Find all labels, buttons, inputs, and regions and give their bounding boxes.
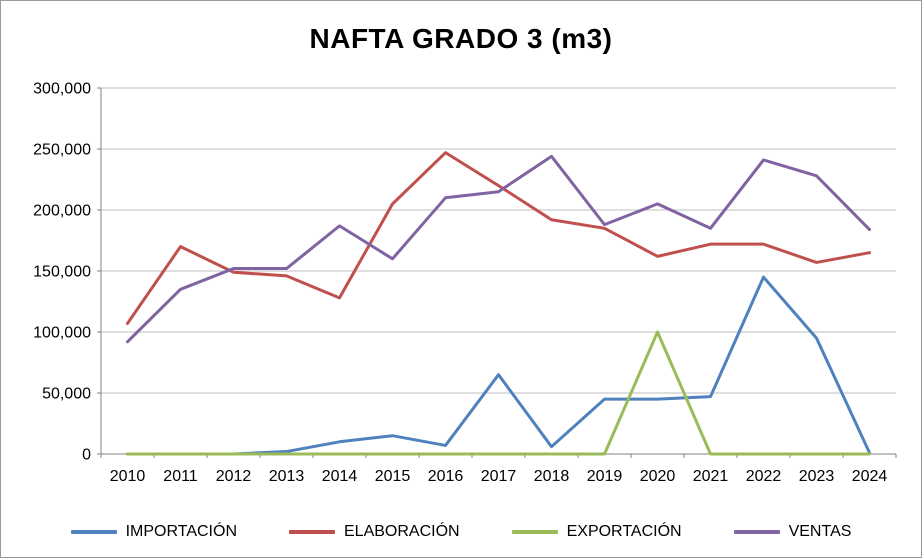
- y-axis-label: 250,000: [33, 142, 91, 159]
- legend-item-importación: IMPORTACIÓN: [70, 523, 237, 541]
- y-axis-label: 0: [82, 447, 91, 464]
- x-axis-label: 2010: [110, 468, 146, 485]
- series-line-importación: [126, 275, 871, 456]
- legend-item-ventas: VENTAS: [733, 523, 852, 541]
- y-axis-label: 100,000: [33, 325, 91, 342]
- legend-label: EXPORTACIÓN: [566, 523, 682, 540]
- x-axis-label: 2011: [163, 468, 198, 485]
- x-axis-label: 2013: [269, 468, 305, 485]
- y-axis-label: 200,000: [33, 203, 91, 220]
- x-axis-label: 2015: [375, 468, 411, 485]
- y-axis-label: 150,000: [33, 264, 91, 281]
- legend-item-exportación: EXPORTACIÓN: [511, 523, 682, 541]
- legend-swatch: [511, 530, 558, 534]
- x-axis-label: 2012: [216, 468, 252, 485]
- legend-swatch: [289, 530, 335, 534]
- x-axis-label: 2024: [852, 468, 888, 485]
- legend-swatch: [733, 530, 780, 534]
- y-axis-label: 50,000: [42, 386, 91, 403]
- series-line-exportación: [126, 330, 871, 456]
- x-axis-label: 2023: [799, 468, 835, 485]
- legend-swatch: [70, 530, 117, 534]
- legend-label: IMPORTACIÓN: [125, 523, 237, 540]
- x-axis-label: 2016: [428, 468, 464, 485]
- legend: IMPORTACIÓN ELABORACIÓN EXPORTACIÓN VENTAS: [1, 523, 921, 541]
- x-axis-label: 2020: [640, 468, 676, 485]
- series-line-ventas: [126, 154, 871, 344]
- x-axis-label: 2017: [481, 468, 517, 485]
- legend-label: VENTAS: [788, 523, 852, 540]
- legend-item-elaboración: ELABORACIÓN: [289, 523, 460, 541]
- x-axis-label: 2021: [693, 468, 729, 485]
- x-axis-label: 2022: [746, 468, 782, 485]
- y-axis-label: 300,000: [33, 81, 91, 98]
- x-axis-label: 2018: [534, 468, 570, 485]
- x-axis-label: 2019: [587, 468, 623, 485]
- chart-title: NAFTA GRADO 3 (m3): [309, 23, 613, 54]
- legend-label: ELABORACIÓN: [344, 523, 460, 540]
- series-line-elaboración: [126, 151, 871, 325]
- x-axis-label: 2014: [322, 468, 358, 485]
